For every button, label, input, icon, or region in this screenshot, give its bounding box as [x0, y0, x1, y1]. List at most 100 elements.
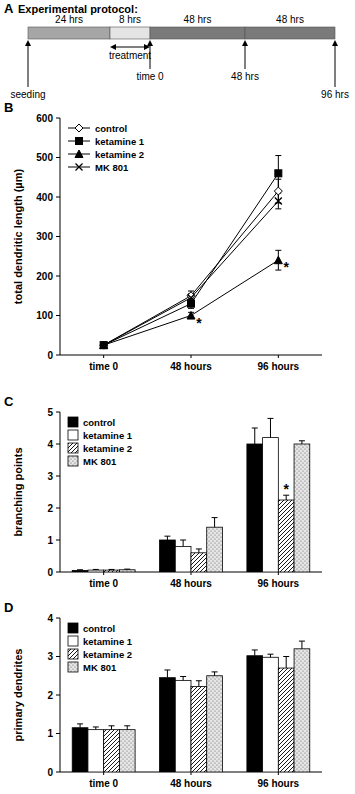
error-bar — [77, 724, 83, 728]
y-tick-label: 3 — [47, 651, 53, 662]
panel-label: B — [4, 100, 13, 115]
bar — [247, 444, 263, 572]
point — [274, 256, 282, 264]
error-bar — [212, 672, 218, 676]
protocol-segment — [110, 27, 150, 39]
y-tick-label: 600 — [36, 113, 53, 124]
y-tick-label: 200 — [36, 271, 53, 282]
bar — [294, 649, 310, 772]
point — [187, 312, 195, 320]
legend-swatch — [68, 430, 78, 440]
error-bar — [109, 569, 115, 571]
point — [188, 300, 195, 307]
legend-entry: MK 801 — [68, 456, 117, 467]
legend-swatch — [68, 636, 78, 646]
y-tick-label: 4 — [47, 439, 53, 450]
significance-mark: * — [196, 315, 202, 331]
point — [100, 342, 107, 349]
x-tick — [103, 355, 104, 358]
legend-label: ketamine 2 — [95, 149, 144, 160]
arrow-head — [332, 40, 338, 46]
bar — [263, 438, 279, 572]
x-tick-label: 48 hours — [170, 578, 212, 589]
segment-label: 24 hrs — [55, 14, 83, 25]
legend-symbol — [76, 138, 83, 145]
legend-label: MK 801 — [83, 456, 117, 467]
bar — [104, 730, 120, 772]
bar — [191, 553, 207, 572]
x-tick — [103, 572, 104, 575]
y-tick — [56, 656, 60, 657]
series-line — [104, 173, 279, 345]
y-tick — [56, 733, 60, 734]
legend-swatch — [68, 443, 78, 453]
error-bar — [212, 518, 218, 528]
treatment-arrow — [113, 47, 147, 48]
error-bar — [267, 654, 273, 657]
legend-symbol — [75, 124, 83, 132]
y-tick-label: 1 — [47, 535, 53, 546]
y-tick — [56, 444, 60, 445]
bar — [278, 668, 294, 772]
legend-swatch — [68, 417, 78, 427]
segment-label: 8 hrs — [119, 14, 141, 25]
legend-label: ketamine 1 — [83, 430, 133, 441]
significance-mark: * — [283, 481, 289, 497]
y-tick — [56, 572, 60, 573]
y-tick-label: 500 — [36, 152, 53, 163]
bar — [119, 570, 135, 572]
significance-mark: * — [284, 259, 290, 275]
y-tick — [56, 236, 60, 237]
point — [100, 341, 108, 349]
panel-label: D — [4, 600, 13, 615]
error-bar — [252, 650, 258, 656]
y-tick — [56, 476, 60, 477]
legend-symbol — [76, 164, 83, 171]
y-tick — [56, 197, 60, 198]
y-tick-label: 0 — [47, 350, 53, 361]
legend-label: ketamine 2 — [83, 649, 132, 660]
legend-entry: ketamine 2 — [68, 649, 132, 660]
x-tick — [103, 772, 104, 775]
y-tick-label: 2 — [47, 690, 53, 701]
x-tick-label: 96 hours — [257, 578, 299, 589]
error-bar — [196, 549, 202, 553]
error-bar — [188, 291, 194, 300]
x-tick-label: time 0 — [89, 361, 118, 372]
y-tick — [56, 118, 60, 119]
error-bar — [180, 540, 186, 546]
error-bar — [124, 569, 130, 571]
arrow-head — [25, 40, 31, 46]
x-tick-label: 96 hours — [257, 778, 299, 789]
y-tick-label: 3 — [47, 471, 53, 482]
x-tick-label: 48 hours — [170, 361, 212, 372]
legend-swatch — [68, 649, 78, 659]
error-bar — [164, 536, 170, 540]
event-label: seeding — [10, 89, 45, 100]
y-tick-label: 2 — [47, 503, 53, 514]
legend-entry: control — [68, 417, 115, 428]
legend-swatch — [68, 456, 78, 466]
plot-area — [100, 156, 283, 350]
y-tick-label: 100 — [36, 310, 53, 321]
legend-entry: MK 801 — [68, 162, 129, 173]
y-tick — [56, 355, 60, 356]
error-bar — [196, 681, 202, 687]
y-axis-label: primary dendrites — [12, 649, 24, 742]
y-axis — [60, 412, 61, 572]
y-tick — [56, 695, 60, 696]
legend-entry: MK 801 — [68, 662, 117, 673]
error-bar — [164, 670, 170, 678]
event-arrow — [28, 45, 29, 87]
error-bar — [109, 726, 115, 730]
series-line — [104, 260, 279, 345]
y-tick-label: 0 — [47, 767, 53, 778]
error-bar — [93, 569, 99, 571]
x-tick — [278, 772, 279, 775]
y-axis-label: total dendritic length (µm) — [12, 169, 24, 305]
protocol-segment — [245, 27, 335, 39]
legend-label: ketamine 1 — [83, 636, 133, 647]
bar — [88, 570, 104, 572]
legend-entry: control — [68, 623, 115, 634]
y-tick-label: 300 — [36, 231, 53, 242]
